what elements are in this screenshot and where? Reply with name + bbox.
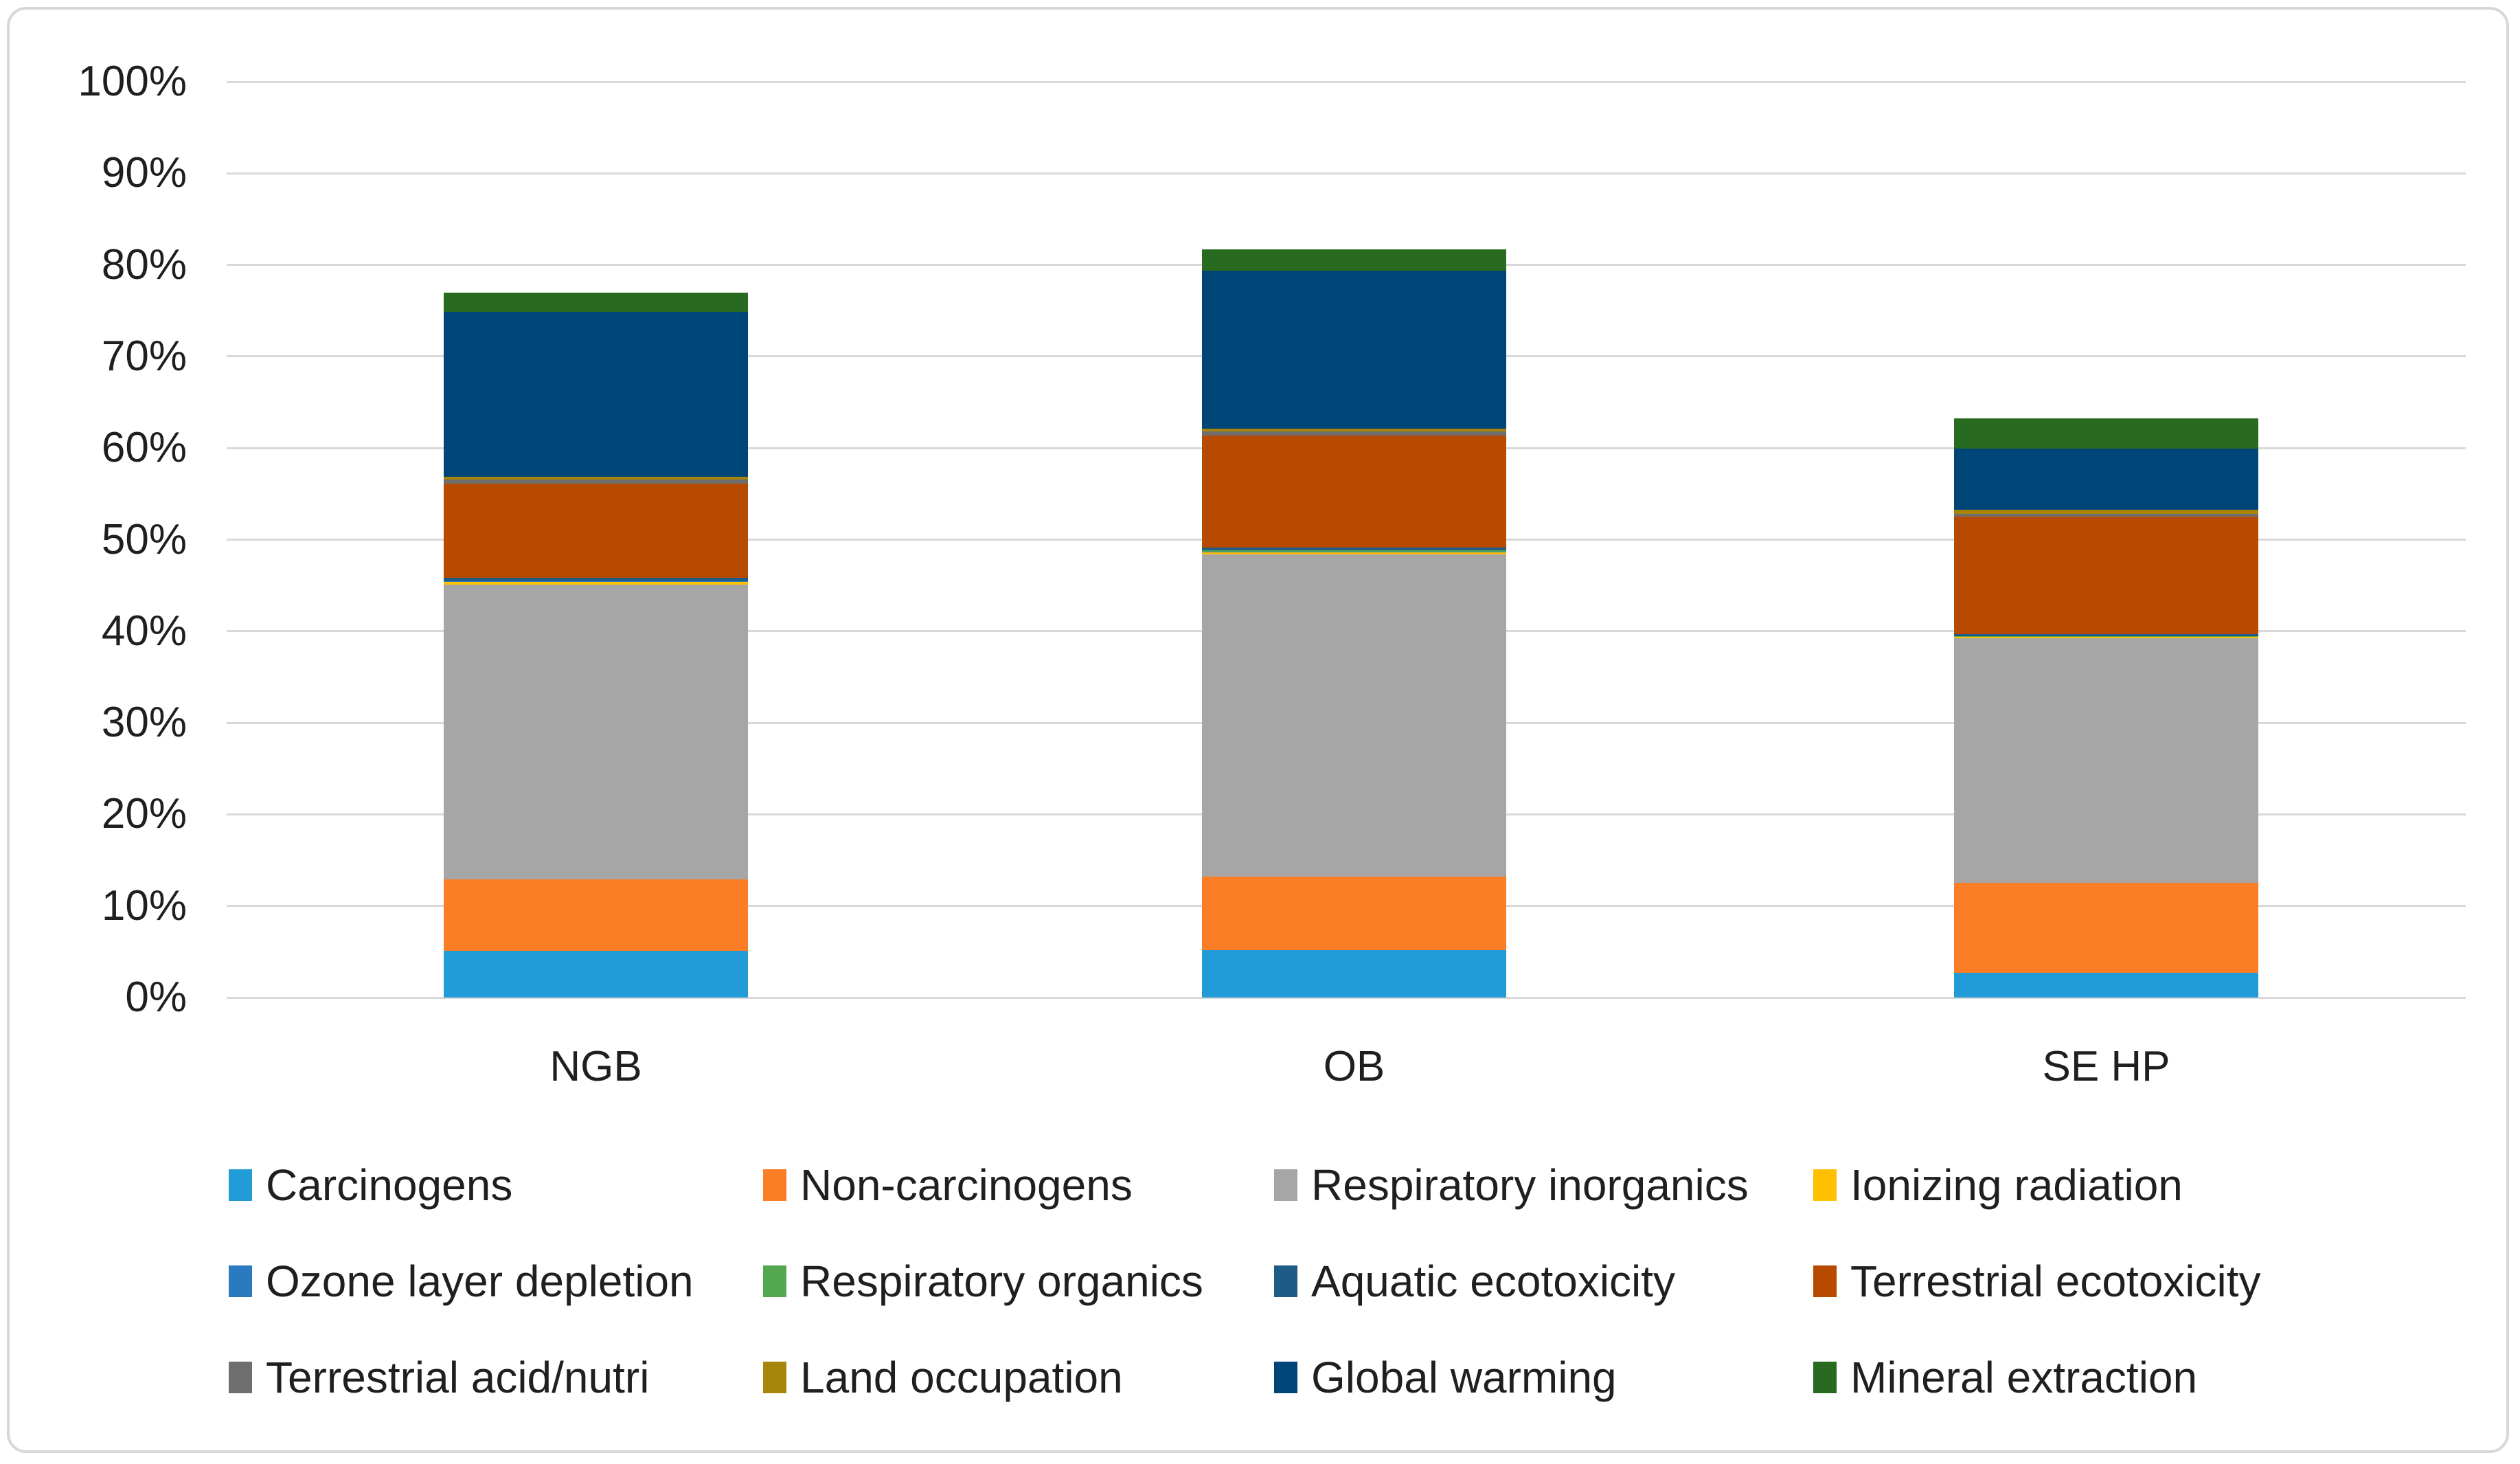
legend-label: Ionizing radiation (1850, 1160, 2183, 1210)
segment-respiratory-inorganics (444, 584, 748, 880)
segment-respiratory-organics (444, 581, 748, 582)
y-tick-label: 20% (101, 790, 187, 838)
legend-item-mineral-extraction: Mineral extraction (1813, 1355, 2197, 1399)
segment-respiratory-organics (1202, 550, 1506, 552)
segment-mineral-extraction (1202, 249, 1506, 271)
y-tick-label: 90% (101, 149, 187, 197)
y-tick-label: 50% (101, 515, 187, 563)
legend-item-respiratory-organics: Respiratory organics (763, 1259, 1203, 1303)
segment-mineral-extraction (444, 293, 748, 313)
legend-item-land-occupation: Land occupation (763, 1355, 1123, 1399)
segment-non-carcinogens (444, 879, 748, 951)
segment-aquatic-ecotoxicity (444, 577, 748, 581)
legend-swatch-icon (1274, 1169, 1297, 1201)
x-tick-label: OB (1323, 1043, 1385, 1090)
y-tick-label: 80% (101, 240, 187, 289)
segment-carcinogens (444, 951, 748, 998)
segment-mineral-extraction (1954, 418, 2258, 449)
legend-swatch-icon (763, 1362, 786, 1393)
y-tick-label: 100% (78, 58, 187, 105)
legend-item-terrestrial-ecotoxicity: Terrestrial ecotoxicity (1813, 1259, 2261, 1303)
y-tick-label: 40% (101, 607, 187, 655)
legend-label: Mineral extraction (1850, 1353, 2198, 1402)
legend-swatch-icon (763, 1265, 786, 1297)
legend-label: Ozone layer depletion (266, 1257, 694, 1306)
legend-swatch-icon (763, 1169, 786, 1201)
segment-land-occupation (1954, 510, 2258, 514)
bar-ob (1202, 249, 1506, 998)
segment-terrestrial-acid-nutri (1202, 431, 1506, 436)
legend-swatch-icon (1274, 1362, 1297, 1393)
y-tick-label: 70% (101, 332, 187, 380)
legend-item-non-carcinogens: Non-carcinogens (763, 1163, 1133, 1207)
segment-non-carcinogens (1202, 877, 1506, 950)
segment-carcinogens (1202, 949, 1506, 998)
legend-item-global-warming: Global warming (1274, 1355, 1617, 1399)
segment-aquatic-ecotoxicity (1202, 547, 1506, 550)
segment-aquatic-ecotoxicity (1954, 633, 2258, 637)
x-tick-label: SE HP (2042, 1043, 2170, 1090)
segment-ozone-layer-depletion (1954, 636, 2258, 638)
legend-label: Terrestrial acid/nutri (266, 1353, 650, 1402)
legend-label: Respiratory organics (800, 1257, 1203, 1306)
segment-terrestrial-ecotoxicity (444, 483, 748, 578)
segment-global-warming (1202, 270, 1506, 429)
segment-terrestrial-ecotoxicity (1202, 436, 1506, 548)
y-tick-label: 30% (101, 699, 187, 747)
legend-swatch-icon (1813, 1265, 1837, 1297)
y-tick-label: 10% (101, 881, 187, 930)
segment-ionizing-radiation (1202, 552, 1506, 554)
legend-item-ozone-layer-depletion: Ozone layer depletion (229, 1259, 694, 1303)
segment-respiratory-inorganics (1202, 554, 1506, 877)
legend-label: Land occupation (800, 1353, 1123, 1402)
segment-carcinogens (1954, 973, 2258, 998)
bar-ngb (444, 293, 748, 998)
legend-label: Carcinogens (266, 1160, 513, 1210)
segment-global-warming (444, 312, 748, 477)
legend-swatch-icon (1813, 1169, 1837, 1201)
legend-item-terrestrial-acid-nutri: Terrestrial acid/nutri (229, 1355, 649, 1399)
legend-label: Respiratory inorganics (1311, 1160, 1749, 1210)
legend-label: Aquatic ecotoxicity (1311, 1257, 1676, 1306)
y-axis-tick-labels: 0% 10% 20% 30% 40% 50% 60% 70% 80% 90% 100% (0, 60, 187, 1019)
legend-item-respiratory-inorganics: Respiratory inorganics (1274, 1163, 1749, 1207)
segment-non-carcinogens (1954, 883, 2258, 973)
legend-label: Global warming (1311, 1353, 1617, 1402)
segment-ionizing-radiation (1954, 637, 2258, 639)
legend-item-aquatic-ecotoxicity: Aquatic ecotoxicity (1274, 1259, 1675, 1303)
y-tick-label: 60% (101, 424, 187, 472)
legend-label: Non-carcinogens (800, 1160, 1133, 1210)
legend-item-ionizing-radiation: Ionizing radiation (1813, 1163, 2183, 1207)
legend-item-carcinogens: Carcinogens (229, 1163, 512, 1207)
segment-respiratory-organics (1954, 636, 2258, 637)
segment-respiratory-inorganics (1954, 638, 2258, 883)
x-tick-label: NGB (549, 1043, 642, 1090)
segment-land-occupation (444, 477, 748, 480)
gridline (227, 80, 2466, 83)
legend-swatch-icon (229, 1265, 252, 1297)
bar-se-hp (1954, 418, 2258, 998)
plot-area (227, 80, 2466, 999)
legend-label: Terrestrial ecotoxicity (1850, 1257, 2261, 1306)
segment-terrestrial-ecotoxicity (1954, 517, 2258, 634)
segment-ozone-layer-depletion (444, 581, 748, 582)
segment-global-warming (1954, 448, 2258, 510)
legend-swatch-icon (229, 1169, 252, 1201)
legend-swatch-icon (1813, 1362, 1837, 1393)
segment-terrestrial-acid-nutri (1954, 513, 2258, 517)
segment-land-occupation (1202, 429, 1506, 432)
gridline (227, 172, 2466, 174)
legend-swatch-icon (1274, 1265, 1297, 1297)
y-tick-label: 0% (125, 973, 187, 1021)
legend-swatch-icon (229, 1362, 252, 1393)
segment-ionizing-radiation (444, 581, 748, 585)
segment-terrestrial-acid-nutri (444, 480, 748, 484)
gridline (227, 996, 2466, 999)
